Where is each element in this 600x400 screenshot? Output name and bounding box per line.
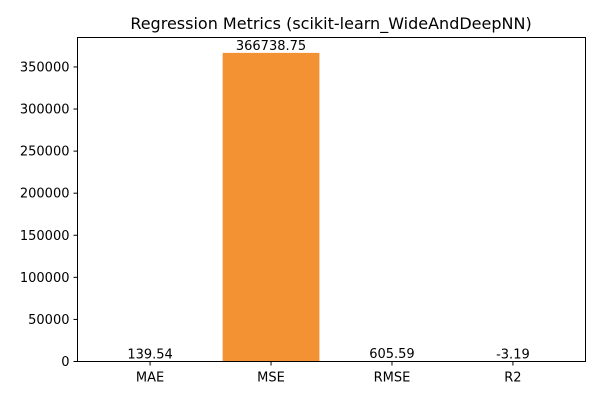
y-tick-label: 100000	[20, 271, 70, 286]
y-tick-label: 50000	[28, 313, 69, 328]
x-tick-label-mse: MSE	[257, 371, 285, 386]
y-tick-label: 0	[61, 355, 69, 370]
data-labels-group: 139.54 366738.75 605.59 -3.19	[127, 39, 529, 363]
bars-group	[101, 52, 562, 362]
chart-title: Regression Metrics (scikit-learn_WideAnd…	[130, 14, 531, 34]
x-tick-label-r2: R2	[504, 371, 521, 386]
data-label-rmse: 605.59	[369, 347, 415, 362]
y-axis: 0 50000 100000 150000 200000 250000 300000 3500…	[20, 60, 78, 370]
y-tick-label: 300000	[20, 103, 70, 118]
y-tick-label: 150000	[20, 229, 70, 244]
data-label-mse: 366738.75	[236, 39, 306, 54]
x-axis: MAE MSE RMSE R2	[136, 361, 522, 386]
y-tick-label: 250000	[20, 145, 70, 160]
plot-frame	[77, 37, 586, 362]
x-tick-label-rmse: RMSE	[374, 371, 411, 386]
data-label-mae: 139.54	[127, 347, 173, 362]
bar-mse	[222, 52, 320, 362]
y-tick-label: 350000	[20, 60, 70, 75]
data-label-r2: -3.19	[496, 348, 530, 363]
x-tick-label-mae: MAE	[136, 371, 164, 386]
y-tick-label: 200000	[20, 187, 70, 202]
